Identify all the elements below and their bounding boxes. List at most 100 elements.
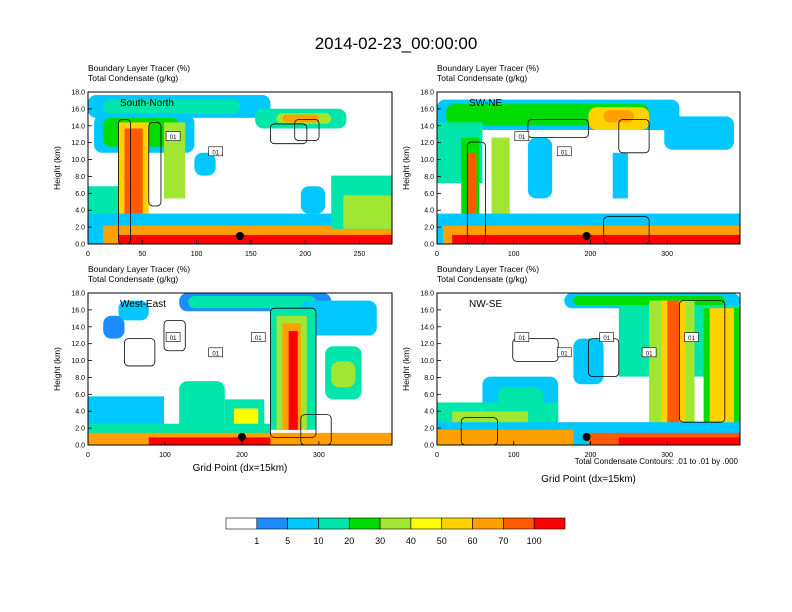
plot-frame <box>436 292 741 446</box>
field-region <box>118 234 392 244</box>
colorbar-swatch <box>410 517 443 530</box>
field-shading <box>437 293 740 445</box>
panel-title-tracer: Boundary Layer Tracer (%) <box>437 63 539 73</box>
contour-label-box <box>514 131 530 141</box>
panel-direction-label: SW-NE <box>469 98 502 109</box>
field-region <box>331 361 356 388</box>
y-tick-label: 14.0 <box>420 123 434 130</box>
y-tick-label: 10.0 <box>420 358 434 365</box>
y-tick-label: 4.0 <box>75 208 85 215</box>
x-tick-label: 0 <box>435 251 439 258</box>
condensate-contour <box>300 414 332 445</box>
field-region <box>194 152 216 176</box>
panel-direction-label: West-East <box>120 299 166 310</box>
y-tick-label: 14.0 <box>71 324 85 331</box>
station-marker <box>582 433 591 441</box>
field-region <box>148 437 271 445</box>
plot-frame <box>436 91 741 245</box>
x-tick-label: 100 <box>508 251 520 258</box>
x-axis-label: Grid Point (dx=15km) <box>193 463 288 474</box>
condensate-contour <box>148 122 162 207</box>
contour-label-box <box>641 347 657 358</box>
field-region <box>343 195 392 229</box>
y-tick-label: 16.0 <box>420 106 434 113</box>
y-tick-label: 8.0 <box>75 375 85 382</box>
colorbar-swatch <box>256 517 288 530</box>
panel-west-east: 01 01 01 0.0 2.0 4.0 6.0 8.0 10.0 12.0 14.0 16.0 18.… <box>52 264 393 474</box>
y-tick-label: 12.0 <box>420 341 434 348</box>
condensate-contour <box>679 300 726 423</box>
x-axis-label: Grid Point (dx=15km) <box>541 474 636 485</box>
contour-label: 01 <box>170 336 177 342</box>
y-tick-label: 16.0 <box>71 106 85 113</box>
contour-label: 01 <box>603 336 610 342</box>
contour-label: 01 <box>561 351 568 357</box>
colorbar-swatch <box>225 517 258 530</box>
colorbar-swatch <box>318 517 350 530</box>
y-tick-label: 8.0 <box>75 174 85 181</box>
y-tick-label: 18.0 <box>420 291 434 298</box>
y-tick-label: 16.0 <box>420 307 434 314</box>
figure-title: 2014-02-23_00:00:00 <box>315 34 478 53</box>
panel-title-condensate: Total Condensate (g/kg) <box>437 73 527 83</box>
plot-frame <box>87 292 393 446</box>
y-tick-label: 16.0 <box>71 307 85 314</box>
condensate-contour <box>118 118 131 244</box>
colorbar-swatch <box>379 517 412 530</box>
field-region <box>527 137 553 199</box>
colorbar-label: 70 <box>498 536 508 546</box>
y-tick-label: 18.0 <box>71 90 85 97</box>
y-tick-label: 14.0 <box>71 123 85 130</box>
x-tick-label: 150 <box>245 251 257 258</box>
contour-label-box <box>684 332 699 342</box>
contour-label: 01 <box>646 351 653 357</box>
colorbar-swatch <box>472 517 504 530</box>
y-tick-label: 6.0 <box>75 392 85 399</box>
panel-title-condensate: Total Condensate (g/kg) <box>88 73 178 83</box>
y-tick-label: 2.0 <box>424 225 434 232</box>
y-tick-label: 0.0 <box>424 242 434 249</box>
colorbar-label: 10 <box>313 536 323 546</box>
condensate-contour <box>124 338 156 367</box>
contour-label-box <box>514 332 530 342</box>
field-region <box>288 331 298 430</box>
colorbar-swatch <box>533 517 566 530</box>
y-tick-label: 2.0 <box>424 426 434 433</box>
condensate-contour <box>603 216 650 244</box>
panel-nw-se: 01 01 01 01 01 0.0 2.0 4.0 6.0 8.0 10.0 12.0 14.0 16.… <box>401 264 741 485</box>
panel-direction-label: South-North <box>120 98 174 109</box>
y-axis-label: Height (km) <box>52 347 62 391</box>
colorbar-label: 30 <box>375 536 385 546</box>
station-marker <box>237 433 246 441</box>
y-tick-label: 10.0 <box>71 157 85 164</box>
field-shading <box>88 92 392 244</box>
field-region <box>612 152 628 199</box>
y-tick-label: 10.0 <box>71 358 85 365</box>
y-tick-label: 8.0 <box>424 375 434 382</box>
contour-label-box <box>556 146 572 157</box>
x-tick-label: 100 <box>191 251 203 258</box>
panel-title-tracer: Boundary Layer Tracer (%) <box>88 63 190 73</box>
field-shading <box>88 293 392 445</box>
contour-label-box <box>165 332 181 342</box>
y-tick-label: 0.0 <box>424 443 434 450</box>
colorbar-swatch <box>287 517 319 530</box>
y-tick-label: 12.0 <box>71 341 85 348</box>
y-tick-label: 4.0 <box>424 409 434 416</box>
field-region <box>664 116 734 150</box>
x-tick-label: 50 <box>138 251 146 258</box>
colorbar-swatch <box>441 517 473 530</box>
y-tick-label: 10.0 <box>420 157 434 164</box>
colorbar: 1 5 10 20 30 40 50 60 70 100 <box>225 517 566 546</box>
x-tick-label: 300 <box>661 251 673 258</box>
x-tick-label: 200 <box>299 251 311 258</box>
plot-frame <box>87 91 393 245</box>
y-axis-label: Height (km) <box>52 146 62 190</box>
field-region <box>164 122 186 199</box>
contour-label-box <box>556 347 572 358</box>
x-tick-label: 300 <box>313 452 325 459</box>
contour-footnote: Total Condensate Contours: .01 to .01 by… <box>575 457 739 466</box>
colorbar-label: 50 <box>437 536 447 546</box>
panel-title-condensate: Total Condensate (g/kg) <box>437 274 527 284</box>
